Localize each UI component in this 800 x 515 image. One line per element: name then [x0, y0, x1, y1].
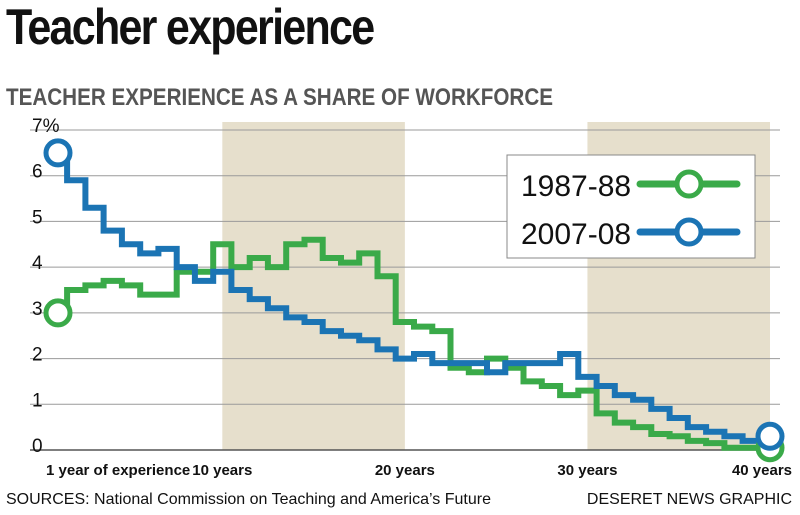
- y-tick-label: 1: [32, 390, 43, 411]
- gridlines: [30, 129, 780, 451]
- series-marker-1987-88-start: [43, 298, 73, 328]
- series-marker-2007-08-start: [43, 138, 73, 168]
- x-axis-tick-labels: 1 year of experience 10 years 20 years 30 y…: [46, 462, 792, 479]
- x-tick-label: 30 years: [557, 462, 617, 479]
- y-tick-label: 2: [32, 345, 43, 366]
- legend-label: 2007-08: [521, 218, 631, 251]
- series-lines: [58, 149, 770, 451]
- y-tick-label: 7%: [32, 116, 60, 137]
- legend: 1987-88 2007-08: [506, 154, 756, 259]
- x-tick-label: 10 years: [192, 462, 252, 479]
- chart-title: Teacher experience: [6, 0, 375, 55]
- x-tick-label: 20 years: [375, 462, 435, 479]
- legend-box: [506, 154, 756, 259]
- y-tick-label: 4: [32, 253, 43, 274]
- legend-label: 1987-88: [521, 170, 631, 203]
- series-marker-2007-08-end: [755, 421, 785, 451]
- legend-swatch-marker: [674, 169, 704, 199]
- shaded-band-0: [222, 122, 405, 450]
- y-tick-label: 0: [32, 436, 43, 457]
- series-line-1987-88: [58, 236, 770, 451]
- source-note: SOURCES: National Commission on Teaching…: [6, 491, 491, 508]
- y-tick-label: 5: [32, 207, 43, 228]
- chart-subtitle: TEACHER EXPERIENCE AS A SHARE OF WORKFOR…: [6, 84, 554, 111]
- y-axis-tick-labels: 0 1 2 3 4 5 6 7%: [32, 116, 60, 457]
- x-tick-label: 1 year of experience: [46, 462, 190, 479]
- legend-swatch-marker: [674, 217, 704, 247]
- y-tick-label: 6: [32, 162, 43, 183]
- series-end-markers: [43, 138, 785, 463]
- y-tick-label: 3: [32, 299, 43, 320]
- x-tick-label: 40 years: [732, 462, 792, 479]
- series-line-2007-08: [58, 149, 770, 444]
- credit-note: DESERET NEWS GRAPHIC: [586, 491, 792, 508]
